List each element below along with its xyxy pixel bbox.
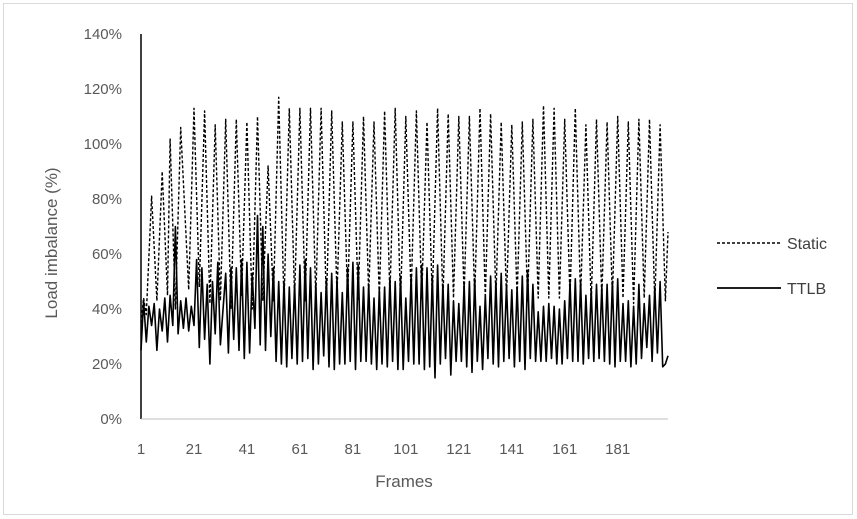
legend: Static TTLB bbox=[717, 236, 827, 298]
y-tick-label: 20% bbox=[92, 356, 122, 373]
x-tick-label: 141 bbox=[499, 441, 524, 458]
x-tick-label: 81 bbox=[345, 441, 362, 458]
series-layer bbox=[140, 96, 669, 379]
x-tick-label: 61 bbox=[292, 441, 309, 458]
x-tick-label: 121 bbox=[446, 441, 471, 458]
legend-label: TTLB bbox=[787, 281, 826, 298]
y-tick-label: 100% bbox=[84, 136, 122, 153]
x-axis-title: Frames bbox=[375, 472, 433, 491]
y-tick-label: 120% bbox=[84, 81, 122, 98]
x-tick-label: 21 bbox=[186, 441, 203, 458]
y-tick-label: 0% bbox=[100, 411, 122, 428]
x-tick-label: 101 bbox=[393, 441, 418, 458]
y-tick-label: 80% bbox=[92, 191, 122, 208]
legend-label: Static bbox=[787, 236, 827, 253]
chart-frame bbox=[3, 3, 853, 515]
y-axis-ticks: 0% 20% 40% 60% 80% 100% 120% 140% bbox=[84, 26, 122, 428]
series-line-static bbox=[140, 96, 669, 323]
y-tick-label: 60% bbox=[92, 246, 122, 263]
x-tick-label: 161 bbox=[552, 441, 577, 458]
x-tick-label: 1 bbox=[137, 441, 145, 458]
x-tick-label: 41 bbox=[239, 441, 256, 458]
x-tick-label: 181 bbox=[605, 441, 630, 458]
x-axis-ticks: 1 21 41 61 81 101 121 141 161 181 bbox=[137, 441, 630, 458]
series-line-ttlb bbox=[140, 214, 669, 379]
y-tick-label: 140% bbox=[84, 26, 122, 43]
y-tick-label: 40% bbox=[92, 301, 122, 318]
y-axis-title: Load imbalance (%) bbox=[42, 167, 61, 318]
